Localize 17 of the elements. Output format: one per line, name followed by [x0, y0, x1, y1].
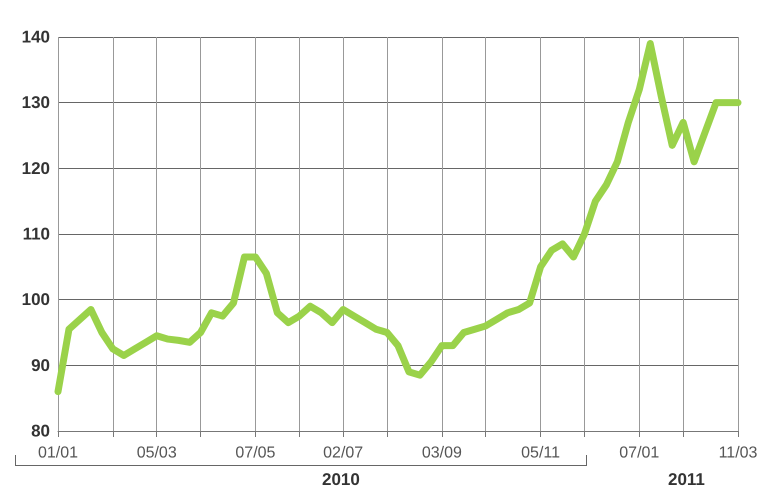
y-tick-label: 80	[31, 422, 50, 440]
y-tick-label: 140	[22, 28, 50, 46]
text: 2011	[668, 470, 705, 490]
x-tick-label: 01/01	[38, 444, 78, 462]
x-tick-label: 07/01	[619, 444, 660, 462]
x-tick-label: 07/05	[235, 444, 276, 462]
y-tick-label: 90	[31, 356, 50, 375]
y-tick-label: 110	[22, 224, 50, 244]
x-tick-label: 03/09	[422, 444, 462, 462]
text: 2010	[322, 470, 360, 490]
x-tick-label: 05/03	[136, 444, 177, 462]
y-tick-label: 100	[22, 290, 50, 310]
x-tick-label: 11/03	[718, 444, 758, 462]
x-tick-label: 05/11	[521, 444, 560, 462]
y-tick-label: 120	[22, 158, 50, 178]
x-tick-label: 02/07	[323, 444, 364, 462]
y-tick-label: 130	[22, 93, 50, 112]
